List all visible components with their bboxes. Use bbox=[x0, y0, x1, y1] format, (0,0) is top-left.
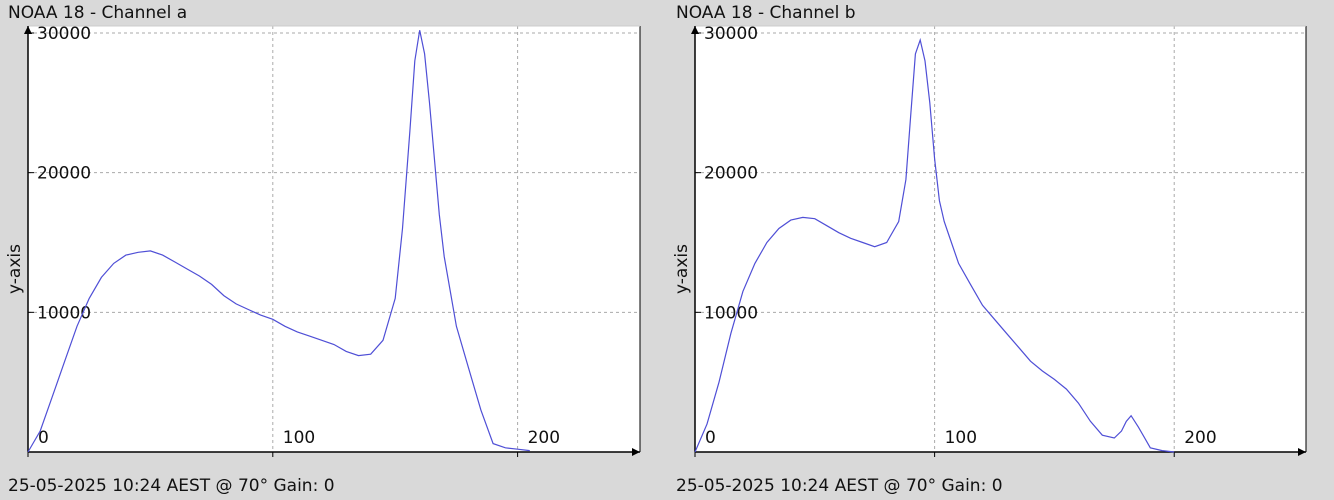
x-axis-arrow-b bbox=[1298, 448, 1306, 456]
y-axis-label-b: y-axis bbox=[672, 244, 692, 294]
status-footer-a: 25-05-2025 10:24 AEST @ 70° Gain: 0 bbox=[8, 476, 335, 496]
x-tick-label-a: 0 bbox=[38, 428, 49, 448]
x-tick-label-b: 0 bbox=[705, 428, 716, 448]
y-axis-arrow-a bbox=[24, 26, 32, 34]
series-line-b bbox=[694, 37, 1175, 453]
y-tick-label-a: 10000 bbox=[37, 303, 91, 323]
y-tick-label-a: 20000 bbox=[37, 164, 91, 184]
plot-area-a bbox=[28, 26, 640, 452]
chart-title-a: NOAA 18 - Channel a bbox=[8, 3, 188, 23]
x-tick-label-a: 100 bbox=[283, 428, 315, 448]
y-tick-label-b: 20000 bbox=[704, 164, 758, 184]
y-tick-label-b: 30000 bbox=[704, 24, 758, 44]
y-axis-arrow-b bbox=[691, 26, 699, 34]
series-line-a bbox=[27, 30, 530, 453]
y-tick-label-b: 10000 bbox=[704, 303, 758, 323]
x-tick-label-b: 100 bbox=[945, 428, 977, 448]
plot-area-b bbox=[695, 26, 1306, 452]
x-tick-label-a: 200 bbox=[528, 428, 560, 448]
x-axis-arrow-a bbox=[632, 448, 640, 456]
chart-title-b: NOAA 18 - Channel b bbox=[676, 3, 856, 23]
x-tick-label-b: 200 bbox=[1184, 428, 1216, 448]
status-footer-b: 25-05-2025 10:24 AEST @ 70° Gain: 0 bbox=[676, 476, 1003, 496]
y-axis-label-a: y-axis bbox=[5, 244, 25, 294]
y-tick-label-a: 30000 bbox=[37, 24, 91, 44]
